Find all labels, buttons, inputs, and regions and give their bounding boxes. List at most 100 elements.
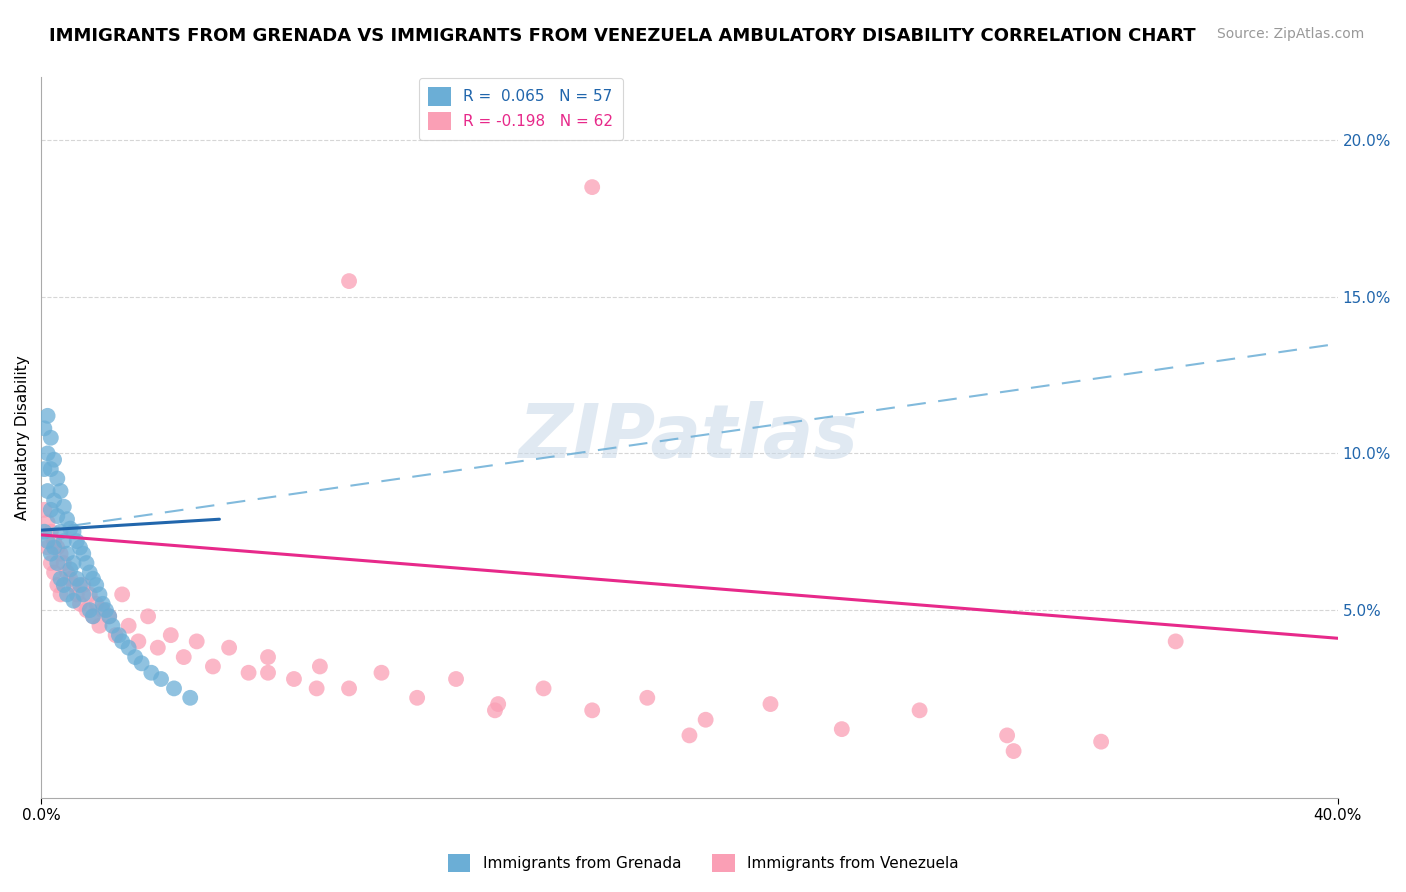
Point bbox=[46, 556, 69, 570]
Point bbox=[46, 471, 69, 485]
Point bbox=[62, 593, 84, 607]
Point bbox=[76, 556, 98, 570]
Point bbox=[163, 681, 186, 696]
Point bbox=[66, 587, 89, 601]
Point bbox=[39, 524, 62, 539]
Point bbox=[56, 566, 79, 580]
Point bbox=[89, 587, 111, 601]
Point bbox=[695, 713, 717, 727]
Point bbox=[533, 681, 555, 696]
Point bbox=[117, 619, 139, 633]
Point bbox=[82, 609, 104, 624]
Point bbox=[108, 628, 131, 642]
Point bbox=[37, 541, 59, 555]
Point bbox=[257, 665, 280, 680]
Point bbox=[759, 697, 782, 711]
Point bbox=[98, 609, 121, 624]
Point bbox=[72, 547, 94, 561]
Text: IMMIGRANTS FROM GRENADA VS IMMIGRANTS FROM VENEZUELA AMBULATORY DISABILITY CORRE: IMMIGRANTS FROM GRENADA VS IMMIGRANTS FR… bbox=[49, 27, 1197, 45]
Point bbox=[34, 462, 56, 476]
Point bbox=[79, 587, 101, 601]
Point bbox=[59, 562, 82, 576]
Point bbox=[337, 681, 360, 696]
Point bbox=[127, 634, 149, 648]
Point bbox=[39, 462, 62, 476]
Point bbox=[283, 672, 305, 686]
Point bbox=[186, 634, 208, 648]
Point bbox=[62, 524, 84, 539]
Point bbox=[1164, 634, 1187, 648]
Point bbox=[159, 628, 181, 642]
Point bbox=[56, 547, 79, 561]
Point bbox=[69, 541, 91, 555]
Point bbox=[581, 703, 603, 717]
Point bbox=[66, 534, 89, 549]
Point bbox=[59, 522, 82, 536]
Point bbox=[218, 640, 240, 655]
Point bbox=[37, 483, 59, 498]
Point bbox=[82, 572, 104, 586]
Point bbox=[831, 722, 853, 736]
Point bbox=[49, 547, 72, 561]
Point bbox=[179, 690, 201, 705]
Point bbox=[117, 640, 139, 655]
Point bbox=[141, 665, 163, 680]
Point bbox=[484, 703, 506, 717]
Point bbox=[908, 703, 931, 717]
Point bbox=[84, 578, 107, 592]
Point bbox=[42, 541, 65, 555]
Point bbox=[111, 634, 134, 648]
Point bbox=[49, 483, 72, 498]
Point bbox=[37, 409, 59, 423]
Point bbox=[49, 524, 72, 539]
Point bbox=[1090, 734, 1112, 748]
Point bbox=[52, 500, 75, 514]
Point bbox=[46, 541, 69, 555]
Point bbox=[69, 578, 91, 592]
Point bbox=[98, 609, 121, 624]
Point bbox=[79, 603, 101, 617]
Legend: R =  0.065   N = 57, R = -0.198   N = 62: R = 0.065 N = 57, R = -0.198 N = 62 bbox=[419, 78, 623, 139]
Point bbox=[111, 587, 134, 601]
Point bbox=[636, 690, 658, 705]
Point bbox=[42, 534, 65, 549]
Y-axis label: Ambulatory Disability: Ambulatory Disability bbox=[15, 355, 30, 520]
Point bbox=[581, 180, 603, 194]
Point bbox=[201, 659, 224, 673]
Point bbox=[46, 509, 69, 524]
Point bbox=[370, 665, 392, 680]
Point bbox=[131, 657, 153, 671]
Point bbox=[37, 534, 59, 549]
Point bbox=[406, 690, 429, 705]
Legend: Immigrants from Grenada, Immigrants from Venezuela: Immigrants from Grenada, Immigrants from… bbox=[440, 846, 966, 880]
Point bbox=[257, 650, 280, 665]
Point bbox=[995, 728, 1018, 742]
Point bbox=[62, 578, 84, 592]
Point bbox=[34, 421, 56, 435]
Point bbox=[79, 566, 101, 580]
Point bbox=[46, 578, 69, 592]
Point bbox=[486, 697, 509, 711]
Point bbox=[146, 640, 169, 655]
Text: ZIPatlas: ZIPatlas bbox=[519, 401, 859, 475]
Point bbox=[49, 572, 72, 586]
Point bbox=[309, 659, 332, 673]
Point bbox=[337, 274, 360, 288]
Point bbox=[91, 603, 114, 617]
Point bbox=[104, 628, 127, 642]
Point bbox=[82, 609, 104, 624]
Text: Source: ZipAtlas.com: Source: ZipAtlas.com bbox=[1216, 27, 1364, 41]
Point bbox=[62, 556, 84, 570]
Point bbox=[124, 650, 146, 665]
Point bbox=[42, 566, 65, 580]
Point bbox=[84, 597, 107, 611]
Point bbox=[42, 493, 65, 508]
Point bbox=[1002, 744, 1025, 758]
Point bbox=[56, 512, 79, 526]
Point bbox=[94, 603, 117, 617]
Point bbox=[69, 597, 91, 611]
Point bbox=[37, 446, 59, 460]
Point bbox=[42, 452, 65, 467]
Point bbox=[72, 578, 94, 592]
Point bbox=[34, 524, 56, 539]
